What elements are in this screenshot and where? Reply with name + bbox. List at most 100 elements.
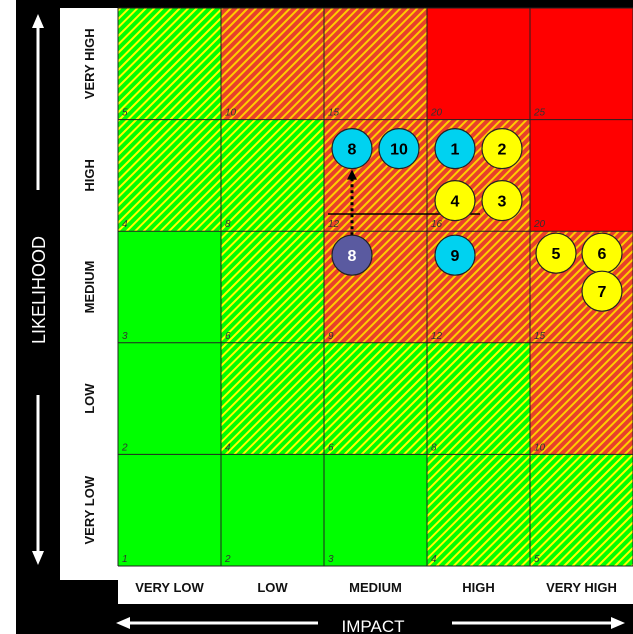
arrow-down-head	[32, 551, 44, 565]
matrix-cell	[530, 8, 633, 120]
matrix-cell	[221, 8, 324, 120]
cell-score: 3	[122, 331, 128, 342]
matrix-cell	[427, 8, 530, 120]
cell-score: 20	[533, 219, 546, 230]
risk-marker-circle	[581, 270, 623, 312]
cell-score: 3	[328, 554, 334, 565]
risk-marker-label: 3	[498, 194, 507, 211]
risk-marker-label: 6	[598, 246, 607, 263]
cell-score: 12	[431, 331, 443, 342]
risk-marker-label: 1	[451, 142, 460, 159]
risk-marker-label: 9	[451, 248, 460, 265]
risk-marker-circle	[481, 180, 523, 222]
matrix-cell	[221, 119, 324, 232]
matrix-cell	[324, 342, 427, 455]
risk-marker-label: 5	[552, 246, 561, 263]
risk-marker-circle	[481, 128, 523, 170]
matrix-cell	[427, 454, 530, 566]
cell-score: 5	[534, 554, 540, 565]
matrix-cell	[530, 342, 633, 455]
cell-score: 2	[224, 554, 231, 565]
matrix-cell	[221, 231, 324, 343]
cell-score: 2	[121, 442, 128, 453]
risk-marker-circle	[535, 232, 577, 274]
risk-marker: 3	[481, 180, 523, 222]
risk-marker: 5	[535, 232, 577, 274]
risk-marker: 6	[581, 232, 623, 274]
risk-marker-label: 10	[390, 142, 408, 159]
risk-marker-label: 7	[598, 284, 607, 301]
impact-axis-title: IMPACT	[342, 617, 405, 634]
cell-score: 15	[328, 108, 340, 119]
cell-score: 20	[430, 108, 443, 119]
impact-axis: IMPACT	[116, 617, 625, 634]
risk-marker-circle	[434, 234, 476, 276]
likelihood-level-label: MEDIUM	[82, 261, 97, 314]
risk-marker-circle	[434, 128, 476, 170]
risk-marker: 8	[331, 234, 373, 276]
impact-level-label: HIGH	[462, 580, 495, 595]
cell-score: 1	[122, 554, 128, 565]
impact-level-label: VERY HIGH	[546, 580, 617, 595]
cell-score: 8	[225, 219, 231, 230]
matrix-cell	[118, 231, 221, 343]
risk-marker-circle	[434, 180, 476, 222]
cell-score: 4	[431, 554, 437, 565]
cell-score: 9	[328, 331, 334, 342]
risk-movement	[347, 169, 357, 236]
arrow-left-head	[116, 617, 130, 629]
risk-marker: 9	[434, 234, 476, 276]
cell-score: 10	[534, 442, 546, 453]
matrix-cell	[221, 454, 324, 566]
risk-marker: 2	[481, 128, 523, 170]
matrix-grid: 5 10 15 20 254 8 12 16 203 6 9 12 152 4 6 8 101 2 3 4 5	[118, 8, 633, 566]
matrix-cell	[118, 342, 221, 455]
likelihood-level-label: LOW	[82, 383, 97, 414]
cell-score: 4	[122, 219, 128, 230]
cell-score: 6	[225, 331, 231, 342]
arrow-up-head	[32, 14, 44, 28]
matrix-cell	[118, 454, 221, 566]
impact-level-labels: VERY LOW LOW MEDIUM HIGH VERY HIGH	[135, 580, 617, 595]
cell-score: 8	[431, 442, 437, 453]
likelihood-level-label: VERY LOW	[82, 475, 97, 544]
cell-score: 25	[533, 108, 546, 119]
likelihood-axis-title: LIKELIHOOD	[29, 236, 49, 344]
impact-level-label: VERY LOW	[135, 580, 204, 595]
risk-marker: 7	[581, 270, 623, 312]
risk-marker-label: 8	[348, 248, 357, 265]
likelihood-level-labels: VERY LOW LOW MEDIUM HIGH VERY HIGH	[82, 28, 97, 544]
likelihood-axis: LIKELIHOOD	[29, 14, 49, 565]
risk-markers: 8 10 1 24 38 9 5 67	[331, 128, 623, 312]
cell-score: 6	[328, 442, 334, 453]
cell-score: 10	[225, 108, 237, 119]
likelihood-level-label: HIGH	[82, 159, 97, 192]
risk-marker: 1	[434, 128, 476, 170]
row-label-panel	[60, 8, 118, 580]
likelihood-level-label: VERY HIGH	[82, 28, 97, 99]
frame-top	[16, 0, 633, 8]
cell-score: 16	[431, 219, 443, 230]
matrix-cell	[118, 8, 221, 120]
impact-level-label: MEDIUM	[349, 580, 402, 595]
risk-marker-circle	[331, 234, 373, 276]
matrix-cell	[324, 454, 427, 566]
cell-score: 12	[328, 219, 340, 230]
matrix-cell	[324, 8, 427, 120]
matrix-cell	[530, 119, 633, 232]
matrix-cell	[427, 342, 530, 455]
risk-marker-circle	[331, 128, 373, 170]
risk-marker: 8	[331, 128, 373, 170]
column-label-panel	[118, 566, 633, 604]
risk-marker-label: 2	[498, 142, 507, 159]
matrix-cell	[530, 454, 633, 566]
risk-marker: 10	[378, 128, 420, 170]
impact-level-label: LOW	[257, 580, 288, 595]
matrix-cell	[221, 342, 324, 455]
cell-score: 4	[225, 442, 231, 453]
matrix-cell	[118, 119, 221, 232]
arrow-right-head	[611, 617, 625, 629]
risk-marker-circle	[378, 128, 420, 170]
movement-arrow-head	[347, 169, 357, 180]
